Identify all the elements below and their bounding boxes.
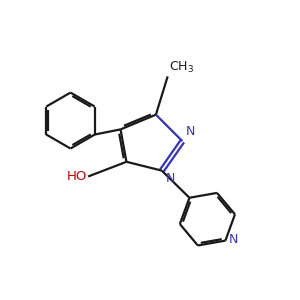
Text: N: N	[166, 172, 175, 185]
Text: N: N	[186, 125, 196, 138]
Text: HO: HO	[66, 170, 87, 183]
Text: N: N	[229, 233, 239, 246]
Text: CH$_3$: CH$_3$	[169, 60, 194, 75]
